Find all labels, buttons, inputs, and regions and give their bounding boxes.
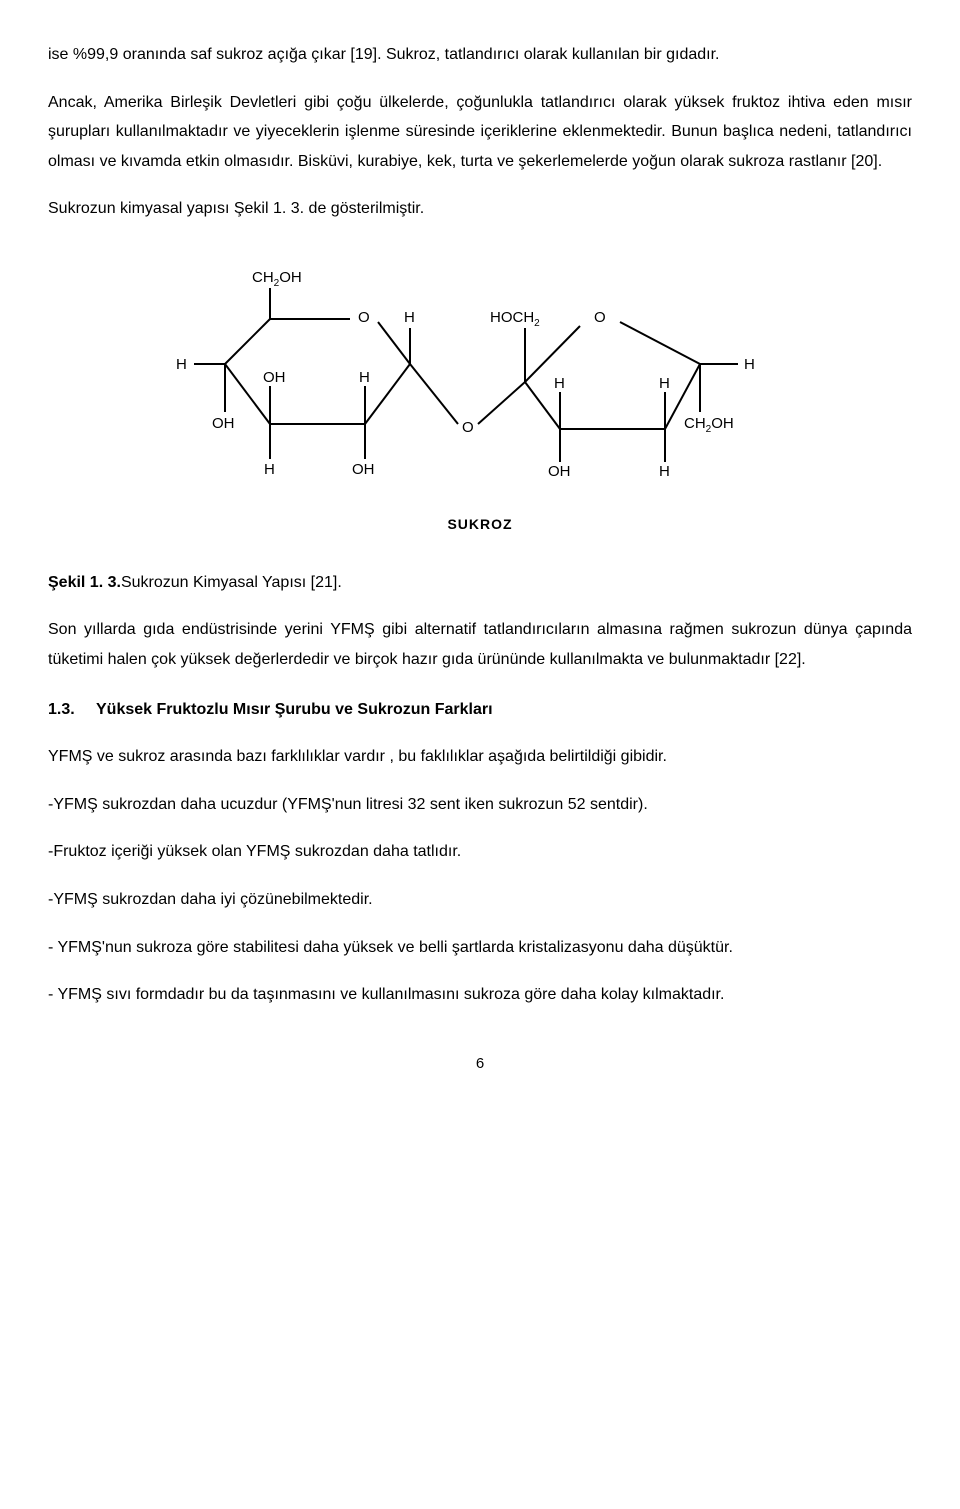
label-o: O (462, 419, 474, 436)
paragraph: YFMŞ ve sukroz arasında bazı farklılıkla… (48, 742, 912, 772)
paragraph: - YFMŞ'nun sukroza göre stabilitesi daha… (48, 933, 912, 963)
label-oh: OH (212, 415, 235, 432)
paragraph: ise %99,9 oranında saf sukroz açığa çıka… (48, 40, 912, 70)
label-h: H (359, 369, 370, 386)
paragraph: Son yıllarda gıda endüstrisinde yerini Y… (48, 615, 912, 674)
figure-title: SUKROZ (48, 512, 912, 538)
paragraph: -YFMŞ sukrozdan daha ucuzdur (YFMŞ'nun l… (48, 790, 912, 820)
label-h: H (659, 375, 670, 392)
label-h: H (744, 356, 755, 373)
label-oh: OH (263, 369, 286, 386)
paragraph: -Fruktoz içeriği yüksek olan YFMŞ sukroz… (48, 837, 912, 867)
figure-caption-line: Şekil 1. 3.Sukrozun Kimyasal Yapısı [21]… (48, 568, 912, 598)
paragraph: Ancak, Amerika Birleşik Devletleri gibi … (48, 88, 912, 177)
label-h: H (659, 463, 670, 480)
label-o: O (594, 309, 606, 326)
section-title: Yüksek Fruktozlu Mısır Şurubu ve Sukrozu… (96, 701, 493, 718)
label-h: H (404, 309, 415, 326)
figure-caption-bold: Şekil 1. 3. (48, 574, 121, 591)
label-h: H (176, 356, 187, 373)
label-h: H (264, 461, 275, 478)
section-number: 1.3. (48, 695, 96, 725)
section-heading: 1.3.Yüksek Fruktozlu Mısır Şurubu ve Suk… (48, 695, 912, 725)
paragraph: - YFMŞ sıvı formdadır bu da taşınmasını … (48, 980, 912, 1010)
figure-caption-rest: Sukrozun Kimyasal Yapısı [21]. (121, 574, 342, 591)
paragraph: -YFMŞ sukrozdan daha iyi çözünebilmekted… (48, 885, 912, 915)
label-oh: OH (352, 461, 375, 478)
label-o: O (358, 309, 370, 326)
label-oh: OH (548, 463, 571, 480)
page-number: 6 (48, 1050, 912, 1078)
label-h: H (554, 375, 565, 392)
figure-sucrose-structure: CH2OH O H OH OH H H OH H O HOCH2 O H CH2… (48, 264, 912, 538)
paragraph: Sukrozun kimyasal yapısı Şekil 1. 3. de … (48, 194, 912, 224)
sucrose-svg: CH2OH O H OH OH H H OH H O HOCH2 O H CH2… (160, 264, 800, 504)
